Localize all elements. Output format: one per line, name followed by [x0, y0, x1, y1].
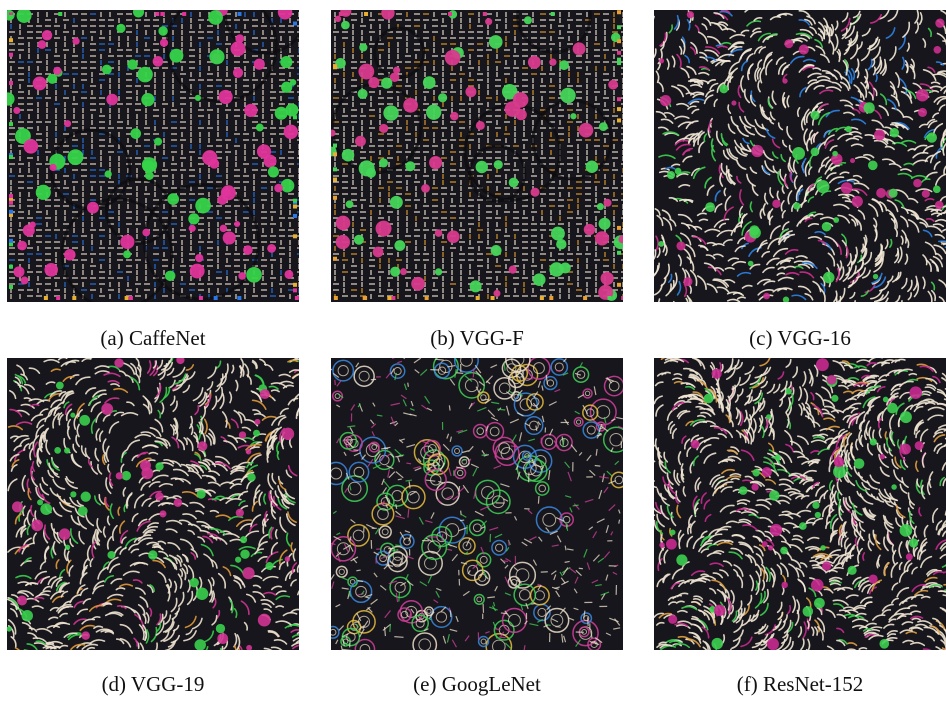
caption-vgg-16: (c) VGG-16	[749, 326, 851, 350]
panel-googlenet: (e) GoogLeNet	[331, 358, 623, 696]
panel-vgg-16: (c) VGG-16	[654, 10, 946, 350]
panel-resnet-152: (f) ResNet-152	[654, 358, 946, 696]
panel-vgg-f: (b) VGG-F	[331, 10, 623, 350]
caffenet-perturbation-image	[7, 10, 299, 302]
panel-caffenet: (a) CaffeNet	[7, 10, 299, 350]
vgg-f-perturbation-image	[331, 10, 623, 302]
vgg-16-perturbation-image	[654, 10, 946, 302]
googlenet-perturbation-image	[331, 358, 623, 650]
caption-resnet-152: (f) ResNet-152	[736, 672, 864, 696]
caption-vgg-f: (b) VGG-F	[430, 326, 524, 350]
caption-googlenet: (e) GoogLeNet	[413, 672, 541, 696]
caption-caffenet: (a) CaffeNet	[100, 326, 206, 350]
caption-vgg-19: (d) VGG-19	[101, 672, 205, 696]
vgg-19-perturbation-image	[7, 358, 299, 650]
panel-vgg-19: (d) VGG-19	[7, 358, 299, 696]
resnet-152-perturbation-image	[654, 358, 946, 650]
